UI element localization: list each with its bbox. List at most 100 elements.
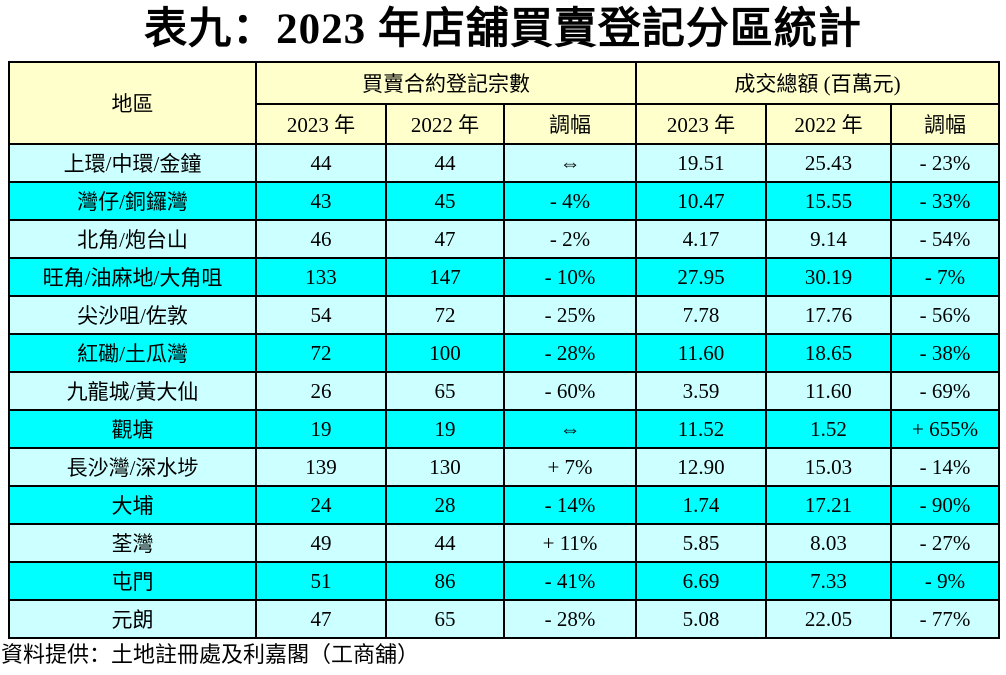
amt-2023-cell: 19.51 <box>635 143 768 183</box>
reg-2023-cell: 49 <box>255 523 387 563</box>
column-header-reg-change: 調幅 <box>502 103 638 145</box>
reg-change-cell: - 2% <box>502 219 638 259</box>
amt-2023-cell: 6.69 <box>635 561 768 601</box>
region-cell: 上環/中環/金鐘 <box>8 143 257 183</box>
reg-2023-cell: 19 <box>255 409 387 449</box>
region-cell: 旺角/油麻地/大角咀 <box>8 257 257 297</box>
region-cell: 荃灣 <box>8 523 257 563</box>
table-row: 上環/中環/金鐘 44 44 ⇔ 19.51 25.43 - 23% <box>8 143 1001 183</box>
amt-change-cell: + 655% <box>890 409 1001 449</box>
amt-change-cell: - 90% <box>890 485 1001 525</box>
amt-2023-cell: 5.85 <box>635 523 768 563</box>
table-row: 九龍城/黃大仙 26 65 - 60% 3.59 11.60 - 69% <box>8 371 1001 411</box>
amt-change-cell: - 23% <box>890 143 1001 183</box>
reg-2023-cell: 51 <box>255 561 387 601</box>
amt-change-cell: - 54% <box>890 219 1001 259</box>
amt-2023-cell: 4.17 <box>635 219 768 259</box>
table-row: 大埔 24 28 - 14% 1.74 17.21 - 90% <box>8 485 1001 525</box>
region-cell: 屯門 <box>8 561 257 601</box>
amt-2022-cell: 7.33 <box>765 561 893 601</box>
amt-2022-cell: 25.43 <box>765 143 893 183</box>
table-row: 荃灣 49 44 + 11% 5.85 8.03 - 27% <box>8 523 1001 563</box>
reg-change-cell: - 41% <box>502 561 638 601</box>
reg-2022-cell: 130 <box>385 447 505 487</box>
reg-2022-cell: 100 <box>385 333 505 373</box>
reg-change-cell: + 11% <box>502 523 638 563</box>
column-header-region: 地區 <box>8 61 257 145</box>
reg-change-cell: ⇔ <box>502 409 638 449</box>
region-cell: 紅磡/土瓜灣 <box>8 333 257 373</box>
source-note: 資料提供：土地註冊處及利嘉閣（工商舖） <box>1 642 420 667</box>
column-group-registrations: 買賣合約登記宗數 <box>254 61 638 105</box>
reg-change-cell: - 28% <box>502 333 638 373</box>
amt-2023-cell: 10.47 <box>635 181 768 221</box>
table-header: 地區 買賣合約登記宗數 成交總額 (百萬元) 2023 年 2022 年 調幅 … <box>8 61 1001 145</box>
amt-2023-cell: 11.52 <box>635 409 768 449</box>
reg-2023-cell: 47 <box>255 599 387 639</box>
header-sub-row: 2023 年 2022 年 調幅 2023 年 2022 年 調幅 <box>9 103 1001 145</box>
column-header-amt-2022: 2022 年 <box>765 103 893 145</box>
reg-change-cell: - 14% <box>502 485 638 525</box>
region-cell: 尖沙咀/佐敦 <box>8 295 257 335</box>
amt-change-cell: - 33% <box>890 181 1001 221</box>
amt-2022-cell: 11.60 <box>765 371 893 411</box>
amt-2022-cell: 15.55 <box>765 181 893 221</box>
reg-2023-cell: 26 <box>255 371 387 411</box>
amt-change-cell: - 14% <box>890 447 1001 487</box>
header-group-row: 地區 買賣合約登記宗數 成交總額 (百萬元) <box>8 61 1001 145</box>
reg-2022-cell: 28 <box>385 485 505 525</box>
amt-2023-cell: 11.60 <box>635 333 768 373</box>
amt-2022-cell: 8.03 <box>765 523 893 563</box>
reg-2022-cell: 72 <box>385 295 505 335</box>
amt-2022-cell: 22.05 <box>765 599 893 639</box>
table-row: 觀塘 19 19 ⇔ 11.52 1.52 + 655% <box>8 409 1001 449</box>
amt-2022-cell: 1.52 <box>765 409 893 449</box>
amt-change-cell: - 27% <box>890 523 1001 563</box>
column-header-reg-2023: 2023 年 <box>255 103 387 145</box>
region-cell: 元朗 <box>8 599 257 639</box>
table-row: 長沙灣/深水埗 139 130 + 7% 12.90 15.03 - 14% <box>8 447 1001 487</box>
reg-2023-cell: 43 <box>255 181 387 221</box>
amt-2022-cell: 17.76 <box>765 295 893 335</box>
region-cell: 長沙灣/深水埗 <box>8 447 257 487</box>
reg-2022-cell: 65 <box>385 371 505 411</box>
amt-2022-cell: 15.03 <box>765 447 893 487</box>
amt-2023-cell: 3.59 <box>635 371 768 411</box>
reg-2022-cell: 19 <box>385 409 505 449</box>
reg-2023-cell: 54 <box>255 295 387 335</box>
region-cell: 九龍城/黃大仙 <box>8 371 257 411</box>
table-row: 紅磡/土瓜灣 72 100 - 28% 11.60 18.65 - 38% <box>8 333 1001 373</box>
page-title: 表九：2023 年店舖買賣登記分區統計 <box>144 6 862 53</box>
amt-2022-cell: 30.19 <box>765 257 893 297</box>
table-row: 灣仔/銅鑼灣 43 45 - 4% 10.47 15.55 - 33% <box>8 181 1001 221</box>
amt-change-cell: - 7% <box>890 257 1001 297</box>
region-cell: 觀塘 <box>8 409 257 449</box>
table-row: 元朗 47 65 - 28% 5.08 22.05 - 77% <box>8 599 1001 639</box>
reg-2023-cell: 139 <box>255 447 387 487</box>
amt-change-cell: - 9% <box>890 561 1001 601</box>
reg-2022-cell: 86 <box>385 561 505 601</box>
reg-change-cell: - 25% <box>502 295 638 335</box>
amt-change-cell: - 69% <box>890 371 1001 411</box>
reg-2022-cell: 47 <box>385 219 505 259</box>
reg-2022-cell: 44 <box>385 143 505 183</box>
reg-2023-cell: 133 <box>255 257 387 297</box>
reg-change-cell: - 28% <box>502 599 638 639</box>
amt-change-cell: - 77% <box>890 599 1001 639</box>
amt-2023-cell: 1.74 <box>635 485 768 525</box>
amt-2022-cell: 9.14 <box>765 219 893 259</box>
table-row: 旺角/油麻地/大角咀 133 147 - 10% 27.95 30.19 - 7… <box>8 257 1001 297</box>
column-header-amt-2023: 2023 年 <box>635 103 768 145</box>
reg-2023-cell: 24 <box>255 485 387 525</box>
table-row: 尖沙咀/佐敦 54 72 - 25% 7.78 17.76 - 56% <box>8 295 1001 335</box>
reg-change-cell: - 60% <box>502 371 638 411</box>
amt-change-cell: - 56% <box>890 295 1001 335</box>
amt-2023-cell: 5.08 <box>635 599 768 639</box>
statistics-table: 地區 買賣合約登記宗數 成交總額 (百萬元) 2023 年 2022 年 調幅 … <box>8 61 1001 639</box>
table-row: 北角/炮台山 46 47 - 2% 4.17 9.14 - 54% <box>8 219 1001 259</box>
amt-2022-cell: 17.21 <box>765 485 893 525</box>
region-cell: 灣仔/銅鑼灣 <box>8 181 257 221</box>
column-header-amt-change: 調幅 <box>890 103 1001 145</box>
reg-2022-cell: 44 <box>385 523 505 563</box>
